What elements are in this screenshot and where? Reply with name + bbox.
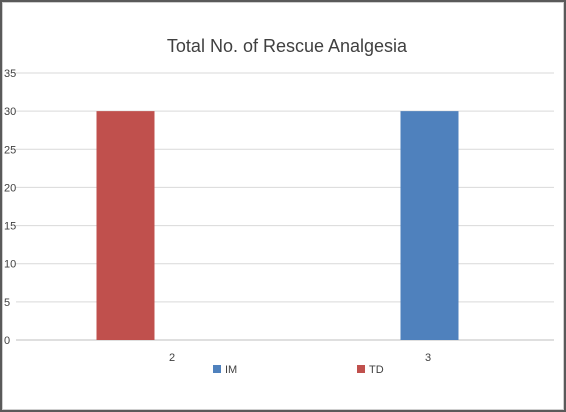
x-tick-label: 2 bbox=[169, 352, 175, 364]
legend: IM TD bbox=[213, 364, 384, 376]
legend-label: TD bbox=[369, 364, 384, 376]
y-tick-label: 20 bbox=[4, 182, 16, 194]
legend-swatch bbox=[213, 365, 221, 373]
y-tick-label: 35 bbox=[4, 68, 16, 80]
legend-swatch bbox=[357, 365, 365, 373]
y-tick-label: 10 bbox=[4, 259, 16, 271]
y-tick-label: 15 bbox=[4, 221, 16, 233]
legend-label: IM bbox=[225, 364, 237, 376]
y-tick-label: 30 bbox=[4, 106, 16, 118]
chart-title: Total No. of Rescue Analgesia bbox=[167, 36, 408, 56]
x-tick-label: 3 bbox=[425, 352, 431, 364]
legend-item-td: TD bbox=[357, 364, 384, 376]
y-tick-label: 25 bbox=[4, 144, 16, 156]
bar-im bbox=[400, 111, 459, 341]
y-tick-label: 5 bbox=[4, 297, 10, 309]
bars bbox=[96, 111, 459, 341]
y-axis-ticks: 0 5 10 15 20 25 30 35 bbox=[4, 68, 16, 347]
y-tick-label: 0 bbox=[4, 335, 10, 347]
legend-item-im: IM bbox=[213, 364, 237, 376]
bar-td bbox=[96, 111, 155, 341]
